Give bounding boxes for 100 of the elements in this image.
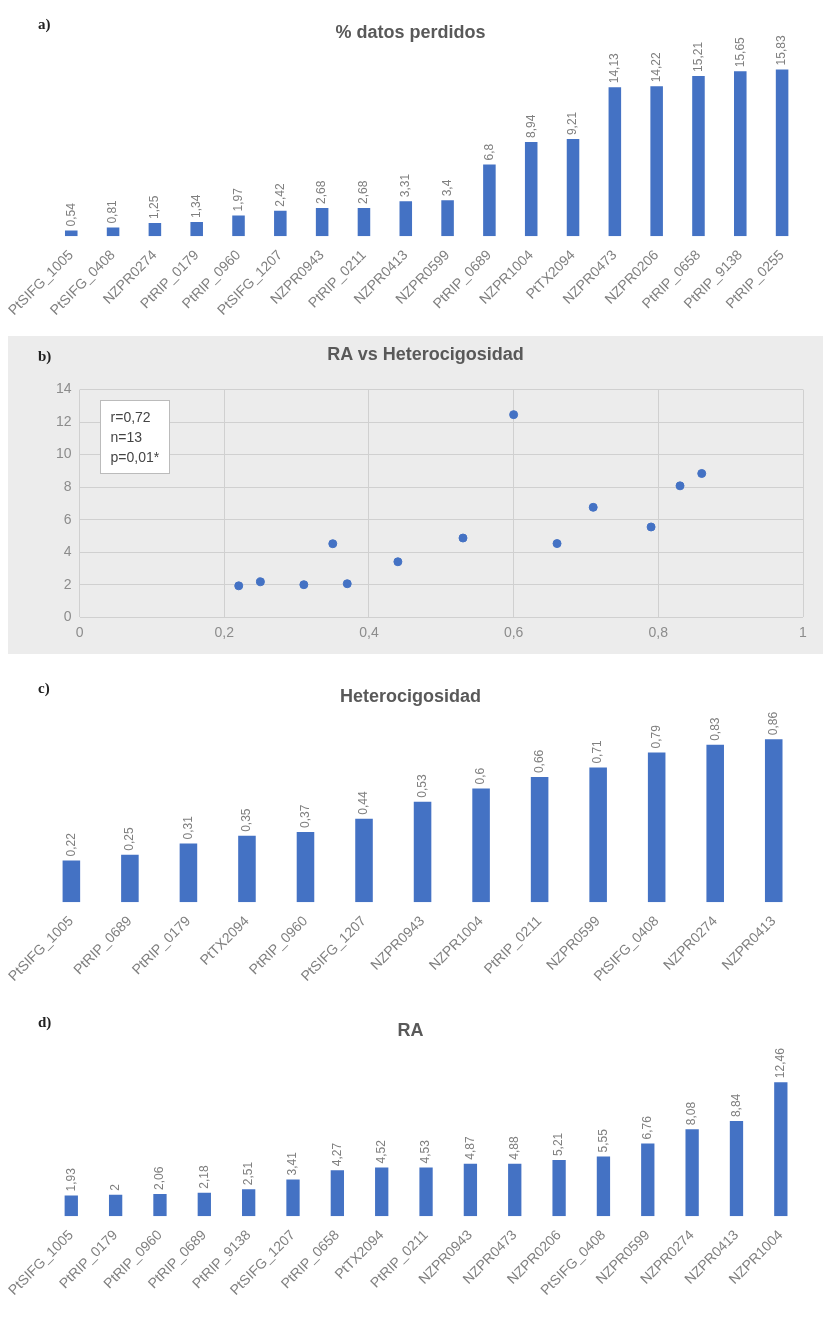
y-tick-label: 2 [63,575,72,592]
data-label: 15,65 [732,36,747,68]
bar [179,843,198,903]
bar [764,739,783,903]
bar [441,200,454,237]
data-label: 15,21 [690,41,705,72]
data-label: 0,25 [122,827,137,851]
point [328,539,338,549]
data-label: 0,31 [180,815,195,840]
bar [106,227,120,237]
data-label: 4,52 [374,1139,389,1164]
bar [734,71,747,237]
data-label: 1,97 [230,187,245,212]
data-label: 4,53 [418,1139,433,1164]
data-label: 9,21 [565,111,580,136]
bar [315,207,329,237]
bar [608,87,622,237]
data-label: 8,08 [684,1101,699,1126]
annotation: n=13 [110,427,144,447]
data-label: 0,53 [414,774,429,798]
bar [355,818,373,903]
bar [413,801,432,903]
data-label: 4,27 [329,1142,344,1167]
data-label: 0,86 [766,711,781,736]
point [646,522,656,532]
chart-title: % datos perdidos [335,21,486,42]
data-label: 3,41 [285,1151,300,1176]
data-label: 14,22 [648,51,663,83]
data-label: 6,8 [481,143,496,161]
bar [286,1179,300,1217]
bar [121,854,139,903]
data-label: 12,46 [773,1047,788,1079]
bar [330,1170,345,1217]
data-label: 1,34 [189,194,204,219]
bar [148,222,162,237]
data-label: 0,79 [648,724,663,749]
data-label: 15,83 [774,35,789,66]
data-label: 14,13 [607,52,622,84]
data-label: 3,31 [398,173,413,198]
bar [472,788,490,903]
text: a) [38,16,51,33]
data-label: 1,25 [147,195,162,219]
data-label: 0,81 [105,199,120,224]
bar [419,1167,433,1217]
bar [242,1189,256,1217]
data-label: 0,54 [63,202,78,227]
annotation: p=0,01* [110,447,160,467]
data-label: 0,44 [356,791,371,815]
y-tick-label: 4 [63,543,72,560]
x-tick-label: 1 [799,624,808,641]
annotation: r=0,72 [110,407,152,427]
data-label: 6,76 [640,1115,655,1140]
data-label: 2,68 [314,180,329,204]
data-label: 1,93 [63,1167,78,1192]
bar [232,215,245,237]
bar [692,75,705,237]
data-label: 0,71 [590,739,605,764]
y-tick-label: 0 [63,608,72,625]
bar [483,164,496,237]
bar [650,86,663,237]
chart-title: Heterocigosidad [339,685,482,706]
bar [375,1167,389,1217]
data-label: 2,51 [240,1161,255,1186]
bar [524,141,538,237]
data-label: 2,18 [196,1165,211,1189]
data-label: 0,66 [531,749,546,774]
data-label: 2 [107,1183,122,1191]
data-label: 5,21 [551,1132,566,1157]
bar [357,207,371,237]
data-label: 5,55 [595,1128,610,1153]
data-label: 2,68 [356,180,371,204]
bar [190,222,203,237]
point [393,557,403,567]
bar [296,832,315,903]
y-tick-label: 6 [63,510,72,527]
data-label: 8,84 [728,1093,743,1118]
text: b) [38,348,52,365]
bar [685,1129,699,1217]
text: c) [38,680,50,697]
y-tick-label: 12 [55,412,72,429]
bar [775,69,789,237]
bar [274,210,287,237]
bar [706,744,724,903]
data-label: 2,06 [152,1166,167,1190]
bar [508,1163,522,1217]
bar [552,1160,566,1217]
data-label: 0,35 [239,808,254,832]
bar [647,752,666,903]
bar [729,1121,744,1217]
x-tick-label: 0,2 [214,624,235,641]
x-tick-label: 0,6 [503,624,524,641]
bar [641,1143,655,1217]
data-label: 4,88 [507,1135,522,1160]
bar [197,1192,211,1217]
data-label: 0,22 [63,832,78,857]
bar [463,1163,478,1217]
x-tick-label: 0 [75,624,84,641]
point [234,581,244,591]
data-label: 2,42 [272,182,287,207]
point [588,502,598,512]
